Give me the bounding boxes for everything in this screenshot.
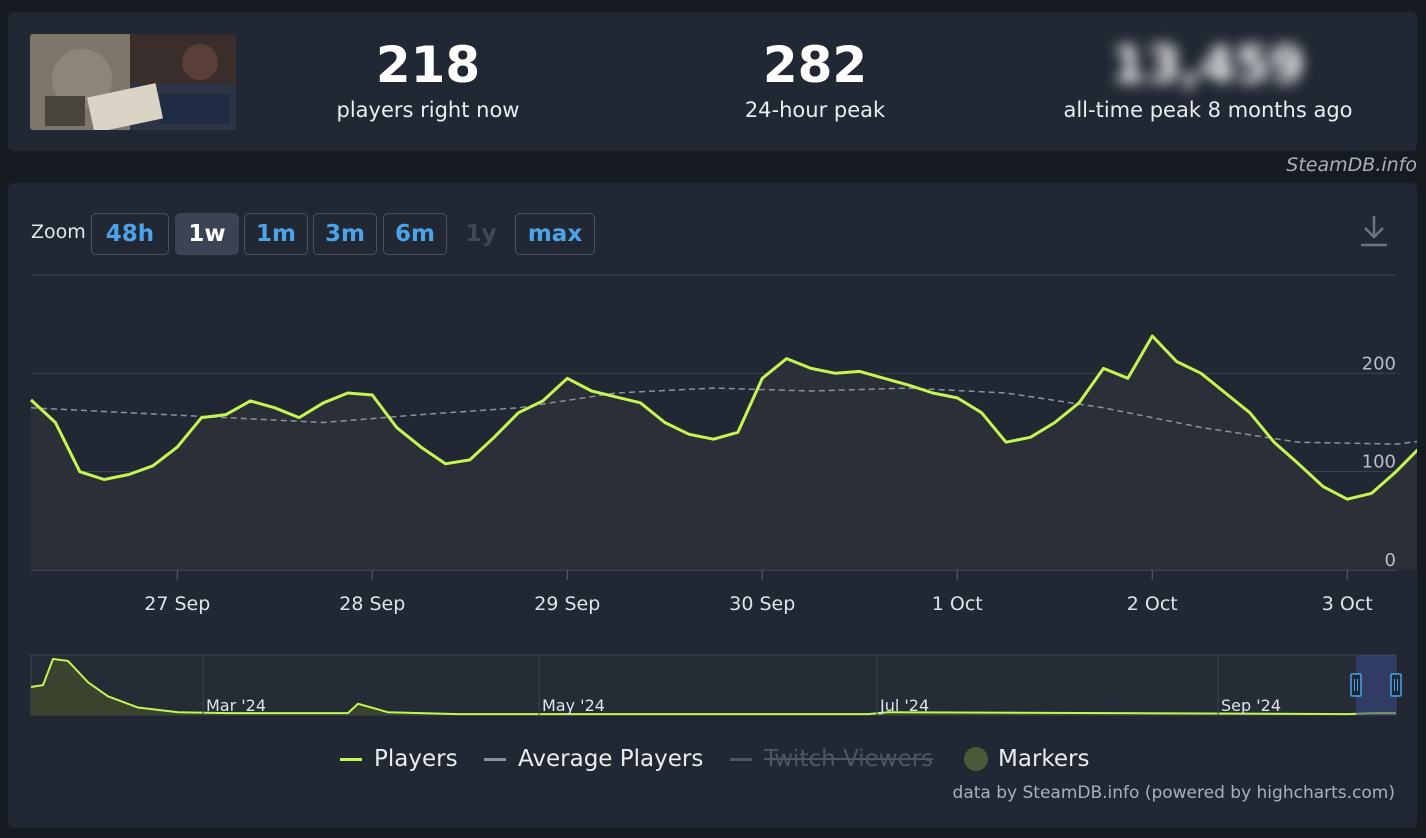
zoom-1m-button[interactable]: 1m <box>244 213 308 255</box>
x-tick-label: 28 Sep <box>339 593 405 615</box>
x-tick-label: 30 Sep <box>729 593 795 615</box>
download-icon[interactable] <box>1359 214 1389 248</box>
all-time-peak-label: all-time peak 8 months ago <box>1063 98 1353 122</box>
steamdb-credit[interactable]: SteamDB.info <box>1286 154 1417 176</box>
y-axis-labels: 0 100 200 <box>1362 353 1396 571</box>
zoom-6m-button[interactable]: 6m <box>383 213 447 255</box>
players-area <box>31 336 1417 570</box>
zoom-48h-button[interactable]: 48h <box>91 213 169 255</box>
navigator-label: Sep '24 <box>1221 696 1281 715</box>
y-tick-label: 0 <box>1385 550 1396 571</box>
navigator-handle[interactable] <box>1350 673 1362 697</box>
zoom-3m-button[interactable]: 3m <box>313 213 377 255</box>
players-series[interactable] <box>29 300 1417 553</box>
legend-average-swatch <box>484 758 506 761</box>
stats-panel: 218 players right now 282 24-hour peak 1… <box>8 12 1417 151</box>
legend-twitch-swatch <box>730 758 752 761</box>
legend-markers-dot <box>964 747 988 771</box>
chart-panel: Zoom 48h 1w 1m 3m 6m 1y max 0 100 200 27 S… <box>8 183 1417 828</box>
x-tick-label: 29 Sep <box>534 593 600 615</box>
navigator-label: May '24 <box>542 696 605 715</box>
players-line[interactable] <box>29 300 1417 553</box>
chart-credit[interactable]: data by SteamDB.info (powered by highcha… <box>952 783 1395 803</box>
game-thumbnail[interactable] <box>30 34 236 130</box>
zoom-label: Zoom <box>31 221 86 243</box>
players-now-value: 218 <box>375 36 481 94</box>
chart-legend: Players Average Players Twitch Viewers M… <box>338 743 1118 775</box>
game-thumbnail-art <box>30 34 236 130</box>
navigator-label: Mar '24 <box>206 696 266 715</box>
zoom-1y-button: 1y <box>465 221 497 247</box>
navigator[interactable]: Mar '24 May '24 Jul '24 Sep '24 <box>30 654 1402 716</box>
navigator-label: Jul '24 <box>879 696 929 715</box>
players-chart[interactable]: 0 100 200 27 Sep 28 Sep 29 Sep 30 Sep 1 Oct 2 O… <box>8 183 1417 728</box>
stat-all-time-peak: 13,459 all-time peak 8 months ago <box>1038 34 1378 124</box>
peak-24h-label: 24-hour peak <box>744 98 886 122</box>
navigator-line <box>30 657 1396 716</box>
legend-twitch-label: Twitch Viewers <box>764 746 934 772</box>
all-time-peak-value: 13,459 <box>1111 36 1305 94</box>
navigator-handle[interactable] <box>1390 673 1402 697</box>
navigator-selection[interactable] <box>1356 655 1396 715</box>
average-players-series <box>30 387 1417 445</box>
zoom-max-button[interactable]: max <box>515 213 595 255</box>
x-axis-labels: 27 Sep 28 Sep 29 Sep 30 Sep 1 Oct 2 Oct 3 Oct <box>144 570 1373 615</box>
legend-players-label: Players <box>374 746 458 772</box>
stat-players-now: 218 players right now <box>278 34 578 124</box>
peak-24h-value: 282 <box>762 36 868 94</box>
legend-average-label: Average Players <box>518 746 704 772</box>
x-tick-label: 2 Oct <box>1127 593 1178 615</box>
y-tick-label: 200 <box>1362 353 1396 374</box>
navigator-background <box>30 654 1397 716</box>
x-tick-label: 3 Oct <box>1322 593 1373 615</box>
legend-markers-label: Markers <box>998 746 1090 772</box>
x-tick-label: 27 Sep <box>144 593 210 615</box>
legend-players-swatch <box>340 758 362 761</box>
x-tick-label: 1 Oct <box>932 593 983 615</box>
y-tick-label: 100 <box>1362 452 1396 473</box>
stat-24h-peak: 282 24-hour peak <box>665 34 965 124</box>
players-now-label: players right now <box>336 98 520 122</box>
chart-area-fill <box>31 336 1417 570</box>
average-players-line <box>30 387 1417 445</box>
zoom-1w-button[interactable]: 1w <box>175 213 239 255</box>
